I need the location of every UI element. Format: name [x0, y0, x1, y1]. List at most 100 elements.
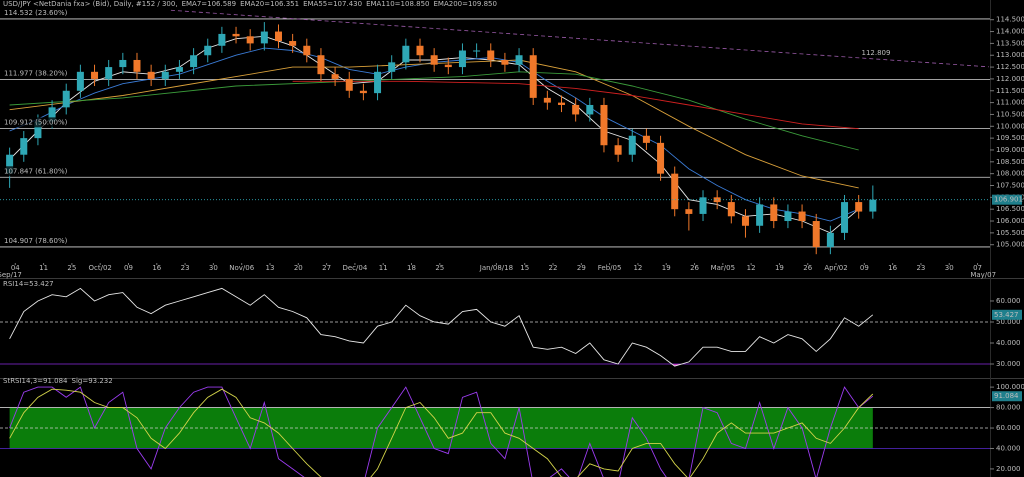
- y-tick-label: 114.000: [996, 28, 1024, 36]
- candle-body: [784, 211, 792, 222]
- candle-body: [317, 55, 325, 75]
- y-tick-label: 30.000: [996, 360, 1021, 368]
- y-tick-label: 107.500: [996, 182, 1024, 190]
- x-tick-label: 16: [152, 264, 161, 272]
- x-tick-label: 19: [662, 264, 671, 272]
- fib-label: 111.977 (38.20%): [4, 69, 68, 77]
- x-tick-label: Oct/02: [89, 264, 112, 272]
- x-tick-label: 11: [379, 264, 388, 272]
- candle-body: [572, 104, 580, 115]
- candle-body: [105, 67, 113, 79]
- candle-body: [204, 45, 212, 56]
- y-tick-label: 111.500: [996, 87, 1024, 95]
- candle-body: [444, 64, 452, 68]
- candle-body: [119, 59, 127, 68]
- last-value-label: 91.084: [994, 392, 1019, 400]
- x-tick-label: 18: [407, 264, 416, 272]
- y-tick-label: 112.500: [996, 63, 1024, 71]
- candle-body: [289, 41, 297, 46]
- fib-label-bg: [2, 7, 70, 18]
- fib-label-bg: [2, 68, 70, 79]
- ema-line: [9, 71, 859, 151]
- x-tick-label: 26: [803, 264, 812, 272]
- candle-body: [6, 154, 14, 174]
- y-tick-label: 106.500: [996, 205, 1024, 213]
- x-tick-label: 13: [266, 264, 275, 272]
- candle-body: [473, 50, 481, 52]
- candle-body: [798, 211, 806, 222]
- legend-entry: Sig=93.232: [72, 377, 113, 385]
- x-tick-label: 23: [916, 264, 925, 272]
- x-tick-label: 26: [690, 264, 699, 272]
- candle-body: [826, 232, 834, 248]
- y-tick-label: 106.000: [996, 217, 1024, 225]
- legend-entry: EMA55=107.430: [303, 0, 362, 8]
- x-tick-label: Jan/08/18: [479, 264, 513, 272]
- chart-title: USD/JPY <NetDania fxa> (Bid), Daily, #15…: [3, 0, 178, 8]
- candle-body: [430, 55, 438, 65]
- x-tick-label: 12: [633, 264, 642, 272]
- fib-label: 109.912 (50.00%): [4, 118, 68, 126]
- last-value-box: [992, 194, 1022, 205]
- candle-body: [614, 145, 622, 155]
- legend-entry: EMA7=106.589: [182, 0, 237, 8]
- candle-body: [487, 50, 495, 60]
- x-tick-label: Mar/05: [711, 264, 735, 272]
- fib-label: 107.847 (61.80%): [4, 167, 68, 175]
- x-tick-label: 30: [209, 264, 218, 272]
- last-value-label: 53.427: [994, 311, 1019, 319]
- x-tick-label: 22: [549, 264, 558, 272]
- candle-body: [558, 102, 566, 105]
- y-tick-label: 112.000: [996, 75, 1024, 83]
- candle-body: [345, 78, 353, 91]
- candle-body: [586, 104, 594, 115]
- y-tick-label: 108.000: [996, 170, 1024, 178]
- candle-body: [161, 71, 169, 79]
- x-tick-label: 25: [67, 264, 76, 272]
- candle-body: [232, 33, 240, 37]
- candle-body: [274, 31, 282, 42]
- candle-body: [812, 221, 820, 248]
- x-tick-label: 04: [11, 264, 20, 272]
- y-tick-label: 40.000: [996, 444, 1021, 452]
- last-value-label: 106.901: [994, 196, 1023, 204]
- x-tick-label: 27: [322, 264, 331, 272]
- x-tick-label: Nov/06: [229, 264, 254, 272]
- y-tick-label: 20.000: [996, 465, 1021, 473]
- candle-body: [741, 216, 749, 226]
- candle-body: [642, 135, 650, 143]
- candle-body: [62, 90, 70, 108]
- candle-body: [402, 45, 410, 63]
- candle-body: [770, 204, 778, 222]
- x-tick-label-secondary: May/07: [970, 271, 996, 279]
- candle-body: [515, 55, 523, 65]
- fib-label: 104.907 (78.60%): [4, 237, 68, 245]
- candle-body: [671, 173, 679, 210]
- candle-body: [416, 45, 424, 56]
- x-tick-label: 12: [747, 264, 756, 272]
- candle-body: [76, 71, 84, 91]
- fib-label-bg: [2, 235, 70, 246]
- trendline-label: 112.809: [862, 49, 891, 57]
- candle-body: [543, 97, 551, 103]
- candle-body: [869, 199, 877, 212]
- candle-body: [458, 50, 466, 68]
- x-tick-label: 19: [775, 264, 784, 272]
- y-tick-label: 105.000: [996, 241, 1024, 249]
- x-tick-label: 09: [124, 264, 133, 272]
- legend-entry: EMA20=106.351: [240, 0, 299, 8]
- x-tick-label: 30: [945, 264, 954, 272]
- y-tick-label: 110.000: [996, 122, 1024, 130]
- trendline: [170, 9, 989, 68]
- y-tick-label: 60.000: [996, 297, 1021, 305]
- y-tick-label: 60.000: [996, 424, 1021, 432]
- candle-body: [147, 71, 155, 79]
- indicator-line: [9, 386, 874, 477]
- last-value-box: [992, 309, 1022, 320]
- candle-body: [388, 62, 396, 72]
- candle-body: [175, 67, 183, 72]
- candle-body: [331, 74, 339, 79]
